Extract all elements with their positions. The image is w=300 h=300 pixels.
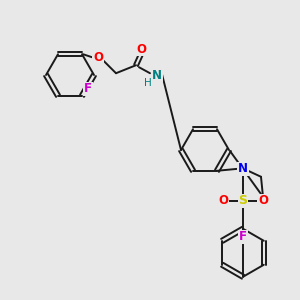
Text: O: O (258, 194, 268, 207)
Text: N: N (238, 162, 248, 175)
Text: O: O (93, 51, 103, 64)
Text: O: O (218, 194, 228, 207)
Text: F: F (239, 230, 247, 243)
Text: O: O (136, 43, 146, 56)
Text: H: H (144, 78, 152, 88)
Text: F: F (84, 82, 92, 95)
Text: S: S (238, 194, 247, 207)
Text: N: N (152, 69, 162, 82)
